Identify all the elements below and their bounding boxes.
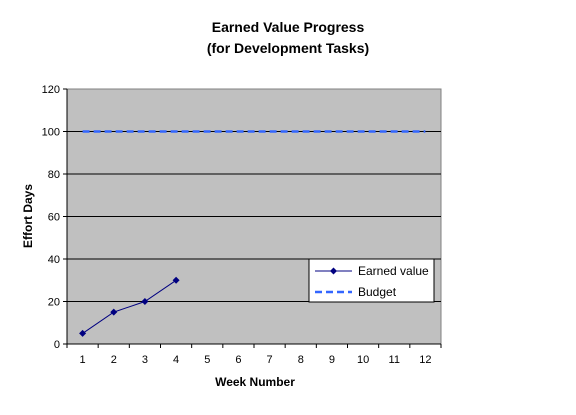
data-point-marker bbox=[172, 276, 180, 284]
x-tick-label: 10 bbox=[357, 354, 369, 366]
y-tick-label: 0 bbox=[54, 339, 60, 351]
x-tick-label: 2 bbox=[111, 354, 117, 366]
x-tick-label: 8 bbox=[298, 354, 304, 366]
x-axis-label: Week Number bbox=[215, 375, 295, 389]
legend: Earned value Budget bbox=[308, 258, 435, 303]
y-tick-label: 60 bbox=[48, 212, 60, 224]
x-tick-label: 12 bbox=[419, 354, 431, 366]
x-tick-label: 3 bbox=[142, 354, 148, 366]
data-point-marker bbox=[141, 298, 149, 305]
y-tick-label: 120 bbox=[42, 84, 60, 96]
x-tick-label: 6 bbox=[235, 354, 241, 366]
x-tick-label: 7 bbox=[267, 354, 273, 366]
y-axis-label: Effort Days bbox=[21, 184, 35, 248]
x-tick-label: 9 bbox=[329, 354, 335, 366]
data-point-marker bbox=[79, 329, 87, 337]
x-tick-label: 11 bbox=[389, 354, 400, 366]
chart-title-line2: (for Development Tasks) bbox=[207, 40, 369, 56]
series-line-earned-value bbox=[82, 279, 177, 334]
x-tick-label: 5 bbox=[204, 354, 210, 366]
legend-box bbox=[308, 258, 435, 303]
data-point-marker bbox=[110, 308, 118, 316]
x-tick-label: 1 bbox=[80, 354, 86, 366]
y-tick-label: 40 bbox=[48, 254, 60, 266]
y-tick-label: 20 bbox=[48, 297, 60, 309]
chart-title-line1: Earned Value Progress bbox=[212, 19, 365, 35]
legend-earned-value-label: Earned value bbox=[358, 264, 429, 278]
x-tick-label: 4 bbox=[173, 354, 179, 366]
y-tick-label: 100 bbox=[42, 127, 60, 139]
legend-earned-value-marker bbox=[330, 267, 337, 275]
legend-budget-label: Budget bbox=[358, 285, 397, 299]
y-tick-label: 80 bbox=[48, 169, 60, 181]
series-layer bbox=[79, 130, 426, 337]
